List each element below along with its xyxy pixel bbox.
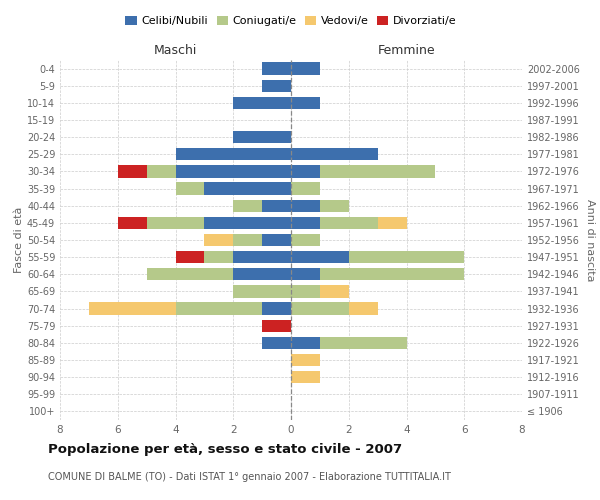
Bar — [291, 354, 320, 366]
Bar — [233, 251, 291, 264]
Text: Popolazione per età, sesso e stato civile - 2007: Popolazione per età, sesso e stato civil… — [48, 442, 402, 456]
Bar — [146, 268, 233, 280]
Bar — [176, 302, 262, 314]
Bar — [262, 200, 291, 212]
Bar — [320, 216, 377, 229]
Bar — [233, 131, 291, 143]
Bar — [291, 268, 320, 280]
Bar — [291, 251, 349, 264]
Bar — [233, 200, 262, 212]
Bar — [291, 371, 320, 384]
Bar — [205, 182, 291, 194]
Bar — [262, 234, 291, 246]
Text: Femmine: Femmine — [377, 44, 436, 58]
Bar — [146, 216, 205, 229]
Bar — [349, 251, 464, 264]
Bar — [291, 166, 320, 177]
Text: COMUNE DI BALME (TO) - Dati ISTAT 1° gennaio 2007 - Elaborazione TUTTITALIA.IT: COMUNE DI BALME (TO) - Dati ISTAT 1° gen… — [48, 472, 451, 482]
Bar — [320, 268, 464, 280]
Bar — [320, 336, 407, 349]
Bar — [349, 302, 377, 314]
Bar — [233, 286, 291, 298]
Bar — [118, 166, 146, 177]
Bar — [291, 62, 320, 74]
Y-axis label: Anni di nascita: Anni di nascita — [585, 198, 595, 281]
Legend: Celibi/Nubili, Coniugati/e, Vedovi/e, Divorziati/e: Celibi/Nubili, Coniugati/e, Vedovi/e, Di… — [121, 12, 461, 31]
Bar — [176, 166, 291, 177]
Bar — [176, 182, 205, 194]
Bar — [262, 320, 291, 332]
Bar — [89, 302, 176, 314]
Bar — [377, 216, 407, 229]
Bar — [262, 336, 291, 349]
Bar — [262, 302, 291, 314]
Bar — [320, 166, 436, 177]
Bar — [118, 216, 146, 229]
Bar — [291, 182, 320, 194]
Bar — [291, 148, 377, 160]
Bar — [205, 251, 233, 264]
Bar — [291, 96, 320, 109]
Bar — [291, 336, 320, 349]
Bar — [291, 234, 320, 246]
Bar — [176, 148, 291, 160]
Bar — [291, 286, 320, 298]
Bar — [291, 200, 320, 212]
Bar — [205, 234, 233, 246]
Bar — [291, 216, 320, 229]
Bar — [262, 62, 291, 74]
Bar — [233, 96, 291, 109]
Bar — [233, 234, 262, 246]
Bar — [320, 200, 349, 212]
Bar — [291, 302, 349, 314]
Bar — [146, 166, 176, 177]
Bar — [205, 216, 291, 229]
Text: Maschi: Maschi — [154, 44, 197, 58]
Bar — [176, 251, 205, 264]
Bar — [262, 80, 291, 92]
Bar — [233, 268, 291, 280]
Bar — [320, 286, 349, 298]
Y-axis label: Fasce di età: Fasce di età — [14, 207, 24, 273]
